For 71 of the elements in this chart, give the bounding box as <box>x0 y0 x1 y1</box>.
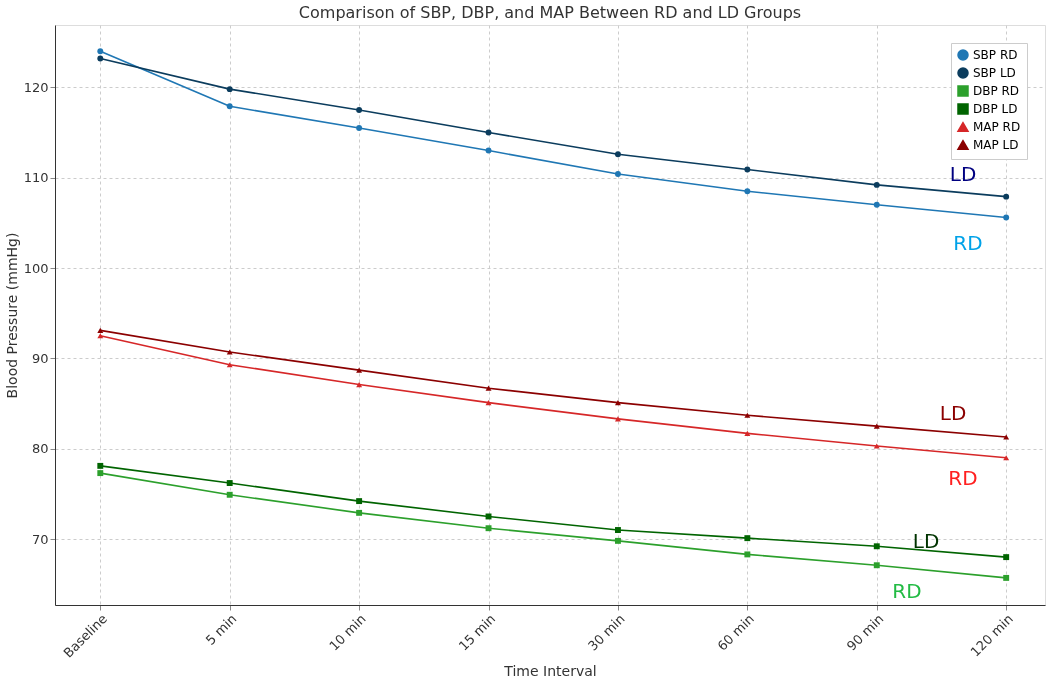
point <box>226 103 233 110</box>
x-axis-title: Time Interval <box>503 662 597 679</box>
y-tick-label: 100 <box>23 260 49 276</box>
point <box>1003 434 1010 440</box>
annotation: LD <box>912 529 940 553</box>
point <box>356 106 363 113</box>
point <box>614 527 621 533</box>
point <box>1003 574 1010 581</box>
chart-title: Comparison of SBP, DBP, and MAP Between RD and LD Groups <box>298 3 802 22</box>
point <box>1003 193 1010 200</box>
point <box>744 430 751 436</box>
point <box>226 86 233 93</box>
point <box>873 181 880 188</box>
x-tick-label: 30 min <box>585 611 628 654</box>
x-tick-label: 90 min <box>843 611 887 654</box>
point <box>873 443 880 449</box>
annotation: RD <box>953 231 983 255</box>
point <box>744 166 751 173</box>
point <box>485 385 492 391</box>
legend-label: DBP RD <box>973 84 1020 98</box>
y-tick-label: 110 <box>23 170 49 186</box>
point <box>1003 554 1010 561</box>
point <box>226 362 233 368</box>
point <box>873 562 880 569</box>
y-tick-label: 80 <box>31 441 49 457</box>
point <box>1003 455 1010 461</box>
point <box>873 423 880 429</box>
point <box>356 367 363 373</box>
point <box>485 400 492 406</box>
point <box>744 551 751 558</box>
point <box>97 55 104 62</box>
point <box>226 480 233 486</box>
legend-label: MAP RD <box>973 120 1021 134</box>
point <box>97 327 104 333</box>
legend-label: MAP LD <box>973 138 1019 152</box>
legend-label: DBP LD <box>973 102 1018 116</box>
point <box>356 498 363 505</box>
point <box>356 125 363 131</box>
x-tick-label: 10 min <box>326 611 369 654</box>
x-tick-label: 120 min <box>967 611 1016 660</box>
legend-label: SBP RD <box>973 48 1018 62</box>
point <box>744 188 751 195</box>
point <box>226 349 233 355</box>
legend-label: SBP LD <box>973 66 1016 80</box>
point <box>97 462 104 469</box>
x-tick-label: 15 min <box>455 611 499 654</box>
point <box>97 470 104 477</box>
x-tick-label: 5 min <box>202 611 240 648</box>
y-tick-label: 120 <box>23 79 49 95</box>
y-tick-label: 70 <box>31 531 49 547</box>
point <box>744 412 751 418</box>
point <box>226 491 233 498</box>
point <box>614 171 621 178</box>
annotation: RD <box>892 579 922 603</box>
point <box>1003 214 1010 221</box>
point <box>873 543 880 550</box>
point <box>485 129 492 136</box>
annotation: LD <box>939 401 967 425</box>
point <box>614 151 621 158</box>
y-tick-label: 90 <box>31 350 49 366</box>
x-tick-label: 60 min <box>714 611 758 654</box>
annotation: RD <box>948 466 978 490</box>
point <box>873 201 880 208</box>
y-axis-title: Blood Pressure (mmHg) <box>3 232 20 399</box>
point <box>356 382 363 388</box>
point <box>485 147 492 154</box>
annotation: LD <box>949 162 977 186</box>
point <box>744 535 751 542</box>
point <box>356 509 363 516</box>
point <box>97 48 104 55</box>
point <box>614 537 621 544</box>
